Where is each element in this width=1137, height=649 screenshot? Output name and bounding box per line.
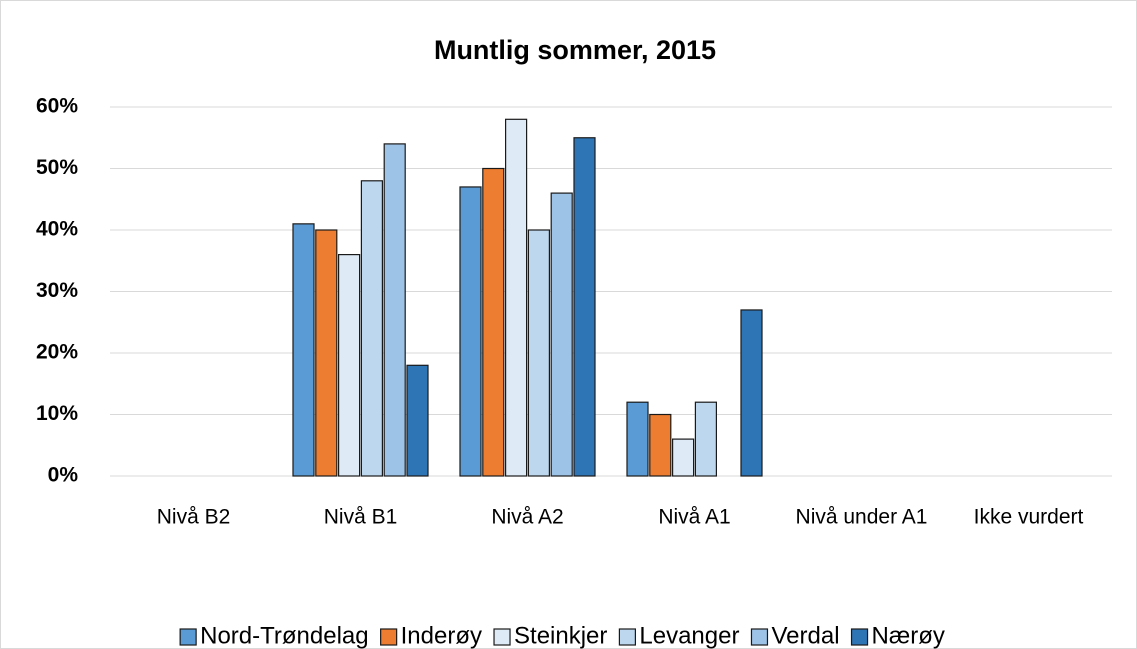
y-tick-label: 0% xyxy=(48,464,79,487)
legend-swatch xyxy=(179,628,197,646)
bar xyxy=(315,229,338,477)
legend-swatch xyxy=(380,628,398,646)
legend-swatch xyxy=(850,628,869,646)
legend-swatch xyxy=(750,628,769,646)
bar xyxy=(671,438,695,477)
bar xyxy=(505,118,528,477)
legend-label: Nærøy xyxy=(872,622,945,649)
bar xyxy=(740,309,763,477)
x-tick-label: Nivå B2 xyxy=(157,506,231,529)
legend-label: Verdal xyxy=(771,622,839,649)
x-tick-label: Nivå B1 xyxy=(324,506,398,529)
bar xyxy=(459,186,482,477)
bar xyxy=(338,254,361,477)
bar xyxy=(482,167,505,477)
bar xyxy=(406,364,429,477)
bar xyxy=(527,229,551,477)
y-tick-label: 50% xyxy=(36,156,78,179)
legend-label: Inderøy xyxy=(401,622,482,649)
legend-label: Nord-Trøndelag xyxy=(200,622,369,649)
y-tick-label: 20% xyxy=(36,341,78,364)
legend-swatch xyxy=(618,628,636,646)
chart-title: Muntlig sommer, 2015 xyxy=(434,35,716,65)
legend-label: Steinkjer xyxy=(514,622,607,649)
x-tick-label: Nivå A2 xyxy=(491,506,563,529)
legend-label: Levanger xyxy=(639,622,739,649)
x-tick-label: Nivå under A1 xyxy=(796,506,928,529)
x-tick-label: Ikke vurdert xyxy=(974,506,1084,529)
y-tick-label: 30% xyxy=(36,279,78,302)
bar xyxy=(292,223,315,477)
bar xyxy=(383,143,406,477)
y-tick-label: 60% xyxy=(36,95,78,118)
bar xyxy=(550,192,573,477)
y-tick-label: 10% xyxy=(36,402,78,425)
x-tick-label: Nivå A1 xyxy=(658,506,730,529)
bar xyxy=(694,401,718,477)
bar xyxy=(626,401,649,477)
y-tick-label: 40% xyxy=(36,218,78,241)
bar xyxy=(649,413,672,477)
bar xyxy=(360,180,383,477)
bar xyxy=(573,137,596,477)
legend-swatch xyxy=(493,628,511,646)
